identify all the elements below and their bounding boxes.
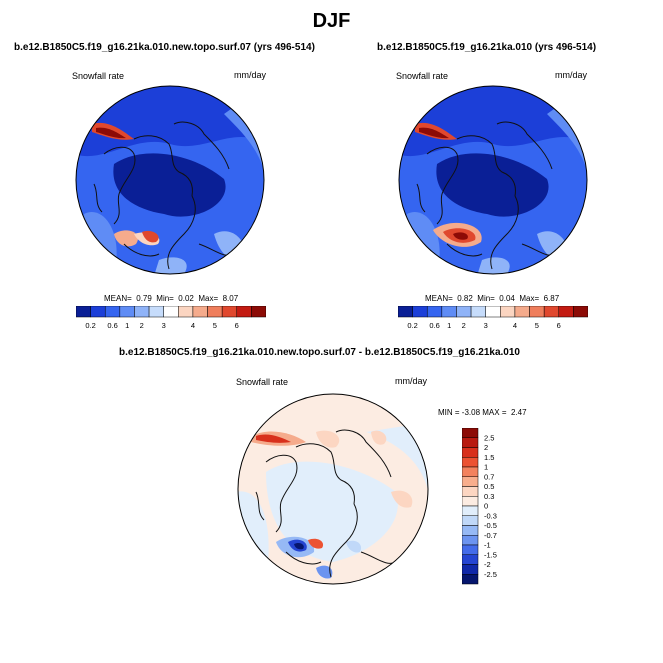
diff-colorbar-swatch xyxy=(462,515,479,526)
right-colorbar-swatch xyxy=(441,306,457,318)
diff-colorbar-label: 2.5 xyxy=(484,433,494,442)
diff-colorbar-label: 0.5 xyxy=(484,482,494,491)
right-colorbar-swatch xyxy=(485,306,501,318)
diff-colorbar-label: -0.3 xyxy=(484,511,497,520)
diff-colorbar-label: -0.7 xyxy=(484,531,497,540)
right-colorbar-swatch xyxy=(558,306,574,318)
diff-colorbar-swatch xyxy=(462,496,479,507)
right-polar-map xyxy=(398,85,588,275)
right-colorbar: 0.2 0.6 1 2 3 4 5 6 xyxy=(398,306,588,330)
figure-title: DJF xyxy=(312,10,351,32)
diff-colorbar-swatch xyxy=(462,574,479,585)
diff-colorbar-label: -0.5 xyxy=(484,521,497,530)
diff-colorbar-label: 2 xyxy=(484,443,488,452)
left-colorbar-label: 0.2 xyxy=(85,321,95,330)
diff-colorbar-swatch xyxy=(462,554,479,565)
diff-polar-map xyxy=(237,393,429,585)
left-panel-title: b.e12.B1850C5.f19_g16.21ka.010.new.topo.… xyxy=(14,42,315,53)
left-colorbar-label: 6 xyxy=(235,321,239,330)
diff-colorbar-label: 1 xyxy=(484,463,488,472)
diff-stats: MIN = -3.08 MAX = 2.47 xyxy=(438,408,527,417)
right-colorbar-label: 0.2 xyxy=(407,321,417,330)
right-colorbar-swatch xyxy=(412,306,428,318)
right-colorbar-swatch xyxy=(470,306,486,318)
left-colorbar-swatch xyxy=(119,306,135,318)
right-colorbar-swatch xyxy=(573,306,588,318)
left-colorbar-label: 4 xyxy=(191,321,195,330)
diff-variable-label: Snowfall rate xyxy=(236,377,289,387)
left-colorbar-swatch xyxy=(90,306,106,318)
diff-colorbar-swatch xyxy=(462,447,479,458)
diff-colorbar-swatch xyxy=(462,437,479,448)
right-panel-title: b.e12.B1850C5.f19_g16.21ka.010 (yrs 496-… xyxy=(377,42,597,53)
left-colorbar-swatch xyxy=(148,306,164,318)
left-colorbar-label: 3 xyxy=(162,321,166,330)
diff-colorbar-swatch xyxy=(462,564,479,575)
left-colorbar-swatch xyxy=(251,306,266,318)
right-colorbar-label: 2 xyxy=(462,321,466,330)
diff-colorbar: 2.521.510.70.50.30-0.3-0.5-0.7-1-1.5-2-2… xyxy=(462,428,497,585)
right-colorbar-label: 6 xyxy=(557,321,561,330)
right-colorbar-label: 3 xyxy=(484,321,488,330)
diff-colorbar-swatch xyxy=(462,535,479,546)
left-colorbar-label: 0.6 xyxy=(107,321,117,330)
right-colorbar-swatch xyxy=(529,306,545,318)
left-colorbar-swatch xyxy=(221,306,238,318)
diff-colorbar-label: 1.5 xyxy=(484,453,494,462)
left-colorbar-swatch xyxy=(178,306,194,318)
diff-colorbar-label: -2 xyxy=(484,560,491,569)
diff-colorbar-swatch xyxy=(462,466,479,477)
diff-panel-title: b.e12.B1850C5.f19_g16.21ka.010.new.topo.… xyxy=(119,347,520,358)
diff-colorbar-swatch xyxy=(462,525,479,536)
left-colorbar-label: 5 xyxy=(213,321,217,330)
diff-colorbar-label: 0 xyxy=(484,502,488,511)
left-colorbar-label: 2 xyxy=(140,321,144,330)
diff-colorbar-label: -1.5 xyxy=(484,550,497,559)
diff-colorbar-swatch xyxy=(462,544,479,555)
left-variable-label: Snowfall rate xyxy=(72,71,125,81)
diff-colorbar-label: -2.5 xyxy=(484,570,497,579)
right-stats: MEAN= 0.82 Min= 0.04 Max= 6.87 xyxy=(425,294,560,303)
diff-colorbar-swatch xyxy=(462,428,479,438)
diff-colorbar-swatch xyxy=(462,505,479,516)
diff-colorbar-label: 0.3 xyxy=(484,492,494,501)
left-colorbar-label: 1 xyxy=(125,321,129,330)
left-colorbar-swatch xyxy=(76,306,91,318)
left-colorbar-swatch xyxy=(163,306,179,318)
right-variable-label: Snowfall rate xyxy=(396,71,449,81)
diff-colorbar-swatch xyxy=(462,486,479,497)
left-colorbar-swatch xyxy=(192,306,208,318)
right-colorbar-swatch xyxy=(543,306,560,318)
diff-colorbar-label: 0.7 xyxy=(484,472,494,481)
diff-colorbar-swatch xyxy=(462,476,479,487)
right-colorbar-label: 1 xyxy=(447,321,451,330)
right-colorbar-label: 0.6 xyxy=(429,321,439,330)
right-colorbar-swatch xyxy=(500,306,516,318)
right-colorbar-swatch xyxy=(398,306,413,318)
left-colorbar-swatch xyxy=(207,306,223,318)
left-stats: MEAN= 0.79 Min= 0.02 Max= 8.07 xyxy=(104,294,239,303)
diff-colorbar-swatch xyxy=(462,457,479,468)
left-colorbar: 0.2 0.6 1 2 3 4 5 6 xyxy=(76,306,266,330)
diff-colorbar-label: -1 xyxy=(484,541,491,550)
right-colorbar-label: 5 xyxy=(535,321,539,330)
right-colorbar-swatch xyxy=(426,306,443,318)
right-colorbar-swatch xyxy=(456,306,472,318)
left-polar-map xyxy=(75,85,265,275)
left-colorbar-swatch xyxy=(104,306,121,318)
right-units-label: mm/day xyxy=(555,70,588,80)
diff-units-label: mm/day xyxy=(395,376,428,386)
left-colorbar-swatch xyxy=(134,306,150,318)
left-units-label: mm/day xyxy=(234,70,267,80)
right-colorbar-label: 4 xyxy=(513,321,517,330)
left-colorbar-swatch xyxy=(236,306,252,318)
right-colorbar-swatch xyxy=(514,306,530,318)
